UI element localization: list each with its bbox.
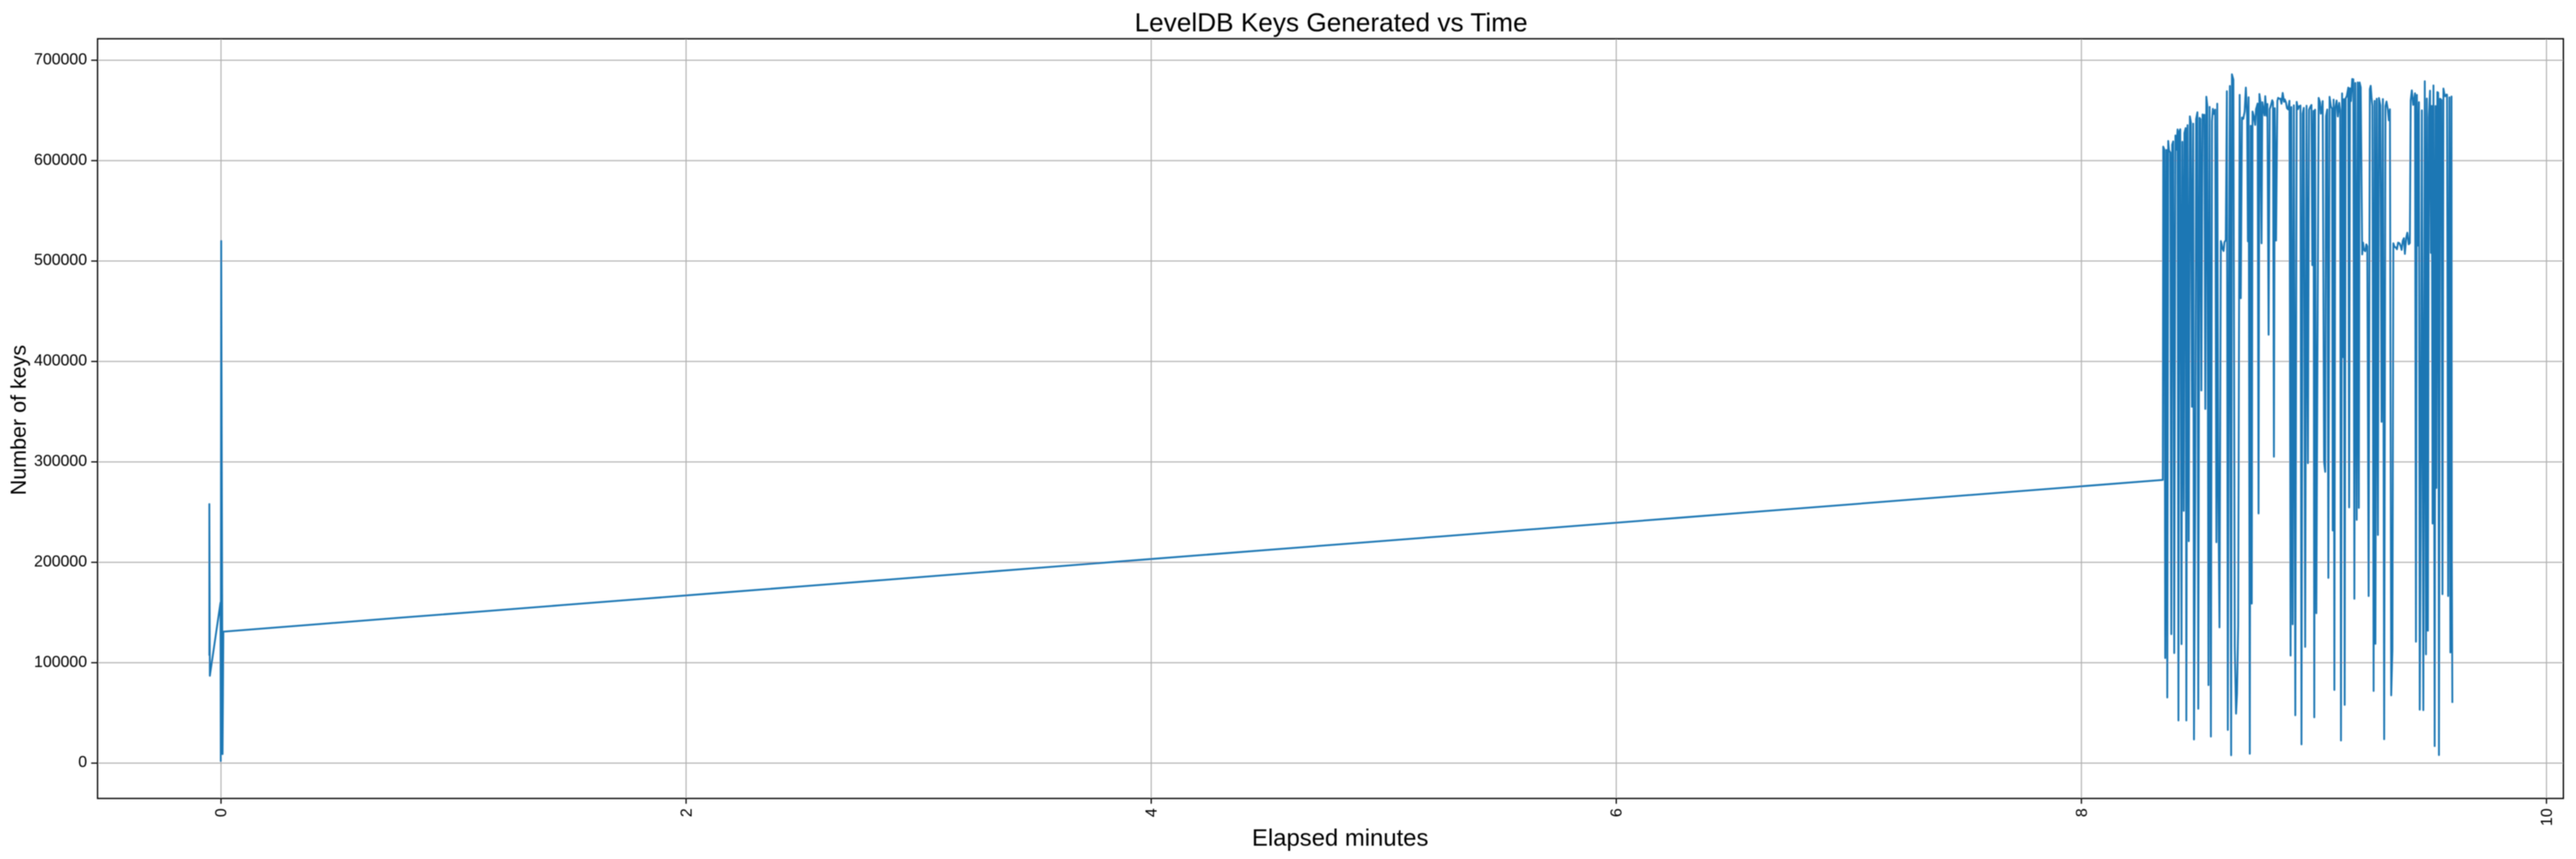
- svg-text:0: 0: [78, 752, 87, 771]
- svg-text:4: 4: [1142, 808, 1160, 817]
- svg-text:0: 0: [212, 808, 230, 817]
- svg-text:10: 10: [2537, 808, 2555, 826]
- svg-text:2: 2: [677, 808, 695, 817]
- svg-text:600000: 600000: [34, 150, 88, 168]
- svg-text:700000: 700000: [34, 50, 88, 68]
- svg-text:8: 8: [2072, 808, 2090, 817]
- svg-text:Elapsed minutes: Elapsed minutes: [1252, 825, 1429, 851]
- svg-text:6: 6: [1607, 808, 1625, 817]
- svg-text:300000: 300000: [34, 452, 88, 470]
- svg-text:LevelDB Keys Generated vs Time: LevelDB Keys Generated vs Time: [1134, 9, 1528, 38]
- svg-text:200000: 200000: [34, 551, 88, 570]
- svg-text:100000: 100000: [34, 652, 88, 670]
- svg-text:400000: 400000: [34, 351, 88, 369]
- svg-text:500000: 500000: [34, 251, 88, 269]
- svg-text:Number of keys: Number of keys: [7, 344, 31, 495]
